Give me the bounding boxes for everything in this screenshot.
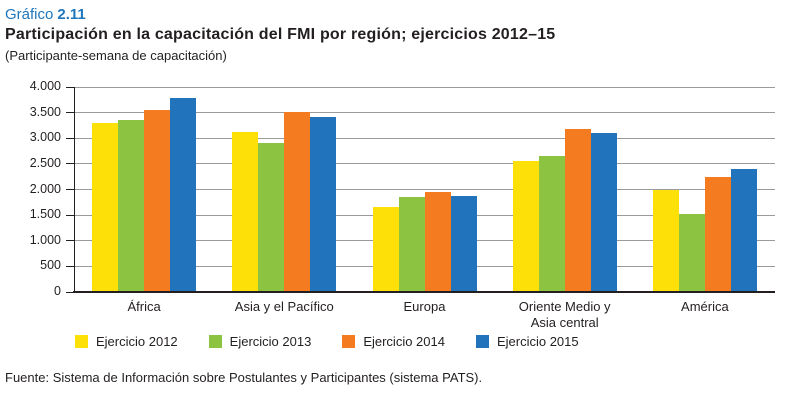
bar-1-2: [232, 131, 259, 292]
y-axis-tick-label: 3.000: [29, 130, 61, 145]
y-axis-tick-label: 2.000: [29, 181, 61, 196]
legend-item-2: Ejercicio 2013: [208, 334, 312, 349]
gridline: [74, 137, 775, 139]
bar-3-4: [564, 129, 591, 292]
y-axis-tick: [66, 86, 74, 88]
legend-label: Ejercicio 2015: [496, 334, 579, 349]
legend-item-1: Ejercicio 2012: [75, 334, 178, 349]
gridline: [74, 189, 775, 190]
bar-3-2: [284, 112, 311, 292]
x-axis-category-label: África: [127, 299, 161, 314]
y-axis-line: [74, 87, 75, 292]
legend-swatch-icon: [75, 335, 88, 348]
figure-label: Gráfico 2.11: [5, 6, 86, 23]
bar-3-5: [704, 177, 731, 292]
bar-1-5: [652, 189, 679, 292]
y-axis-tick-label: 1.000: [29, 232, 61, 247]
legend-item-4: Ejercicio 2015: [475, 334, 579, 349]
bar-2-1: [118, 120, 145, 292]
gridline: [74, 163, 775, 165]
x-axis-category-label: América: [681, 299, 729, 314]
source-note: Fuente: Sistema de Información sobre Pos…: [5, 370, 483, 385]
y-axis-tick-label: 1.500: [29, 207, 61, 222]
chart-legend: Ejercicio 2012 Ejercicio 2013 Ejercicio 20…: [75, 334, 610, 349]
y-axis-tick: [66, 189, 74, 190]
chart-title: Participación en la capacitación del FMI…: [5, 26, 556, 43]
bar-1-3: [372, 207, 399, 292]
bar-2-5: [678, 214, 705, 292]
y-axis-tick: [66, 112, 74, 114]
bar-1-4: [512, 161, 539, 292]
figure-label-word: Gráfico: [5, 6, 54, 23]
bar-4-5: [730, 169, 757, 292]
legend-label: Ejercicio 2012: [96, 334, 178, 349]
x-axis-category-label: Asia y el Pacífico: [234, 299, 334, 314]
legend-swatch-icon: [208, 335, 222, 348]
y-axis-tick-label: 3.500: [29, 104, 61, 119]
figure-number: 2.11: [57, 6, 86, 23]
y-axis-tick: [66, 291, 74, 293]
gridline: [74, 112, 775, 114]
gridline: [74, 86, 775, 88]
y-axis-tick: [66, 265, 74, 267]
y-axis-tick-label: 2.500: [29, 155, 61, 170]
y-axis-tick: [66, 240, 74, 242]
bar-4-3: [450, 196, 477, 292]
y-axis-tick-label: 0: [54, 284, 61, 298]
y-axis-tick: [66, 137, 74, 139]
x-axis-category-label: Oriente Medio y Asia central: [518, 299, 611, 331]
legend-label: Ejercicio 2014: [363, 334, 445, 349]
bar-2-2: [258, 143, 285, 292]
legend-label: Ejercicio 2013: [229, 334, 312, 349]
bar-1-1: [92, 122, 119, 292]
y-axis-tick-label: 4.000: [29, 79, 61, 93]
y-axis-tick: [66, 163, 74, 165]
legend-swatch-icon: [342, 335, 356, 348]
x-axis-category-label: Europa: [403, 299, 446, 314]
bar-3-1: [144, 109, 171, 292]
chart-subtitle: (Participante-semana de capacitación): [5, 48, 227, 63]
bar-4-2: [310, 116, 337, 292]
y-axis-tick-label: 500: [40, 258, 61, 273]
bar-4-4: [590, 133, 617, 292]
legend-item-3: Ejercicio 2014: [342, 334, 445, 349]
y-axis-tick: [66, 214, 74, 216]
bar-4-1: [170, 98, 197, 292]
bar-3-3: [424, 192, 451, 292]
bar-2-3: [398, 197, 425, 292]
bar-2-4: [538, 156, 565, 292]
legend-swatch-icon: [475, 335, 489, 348]
x-axis-line: [73, 291, 775, 293]
